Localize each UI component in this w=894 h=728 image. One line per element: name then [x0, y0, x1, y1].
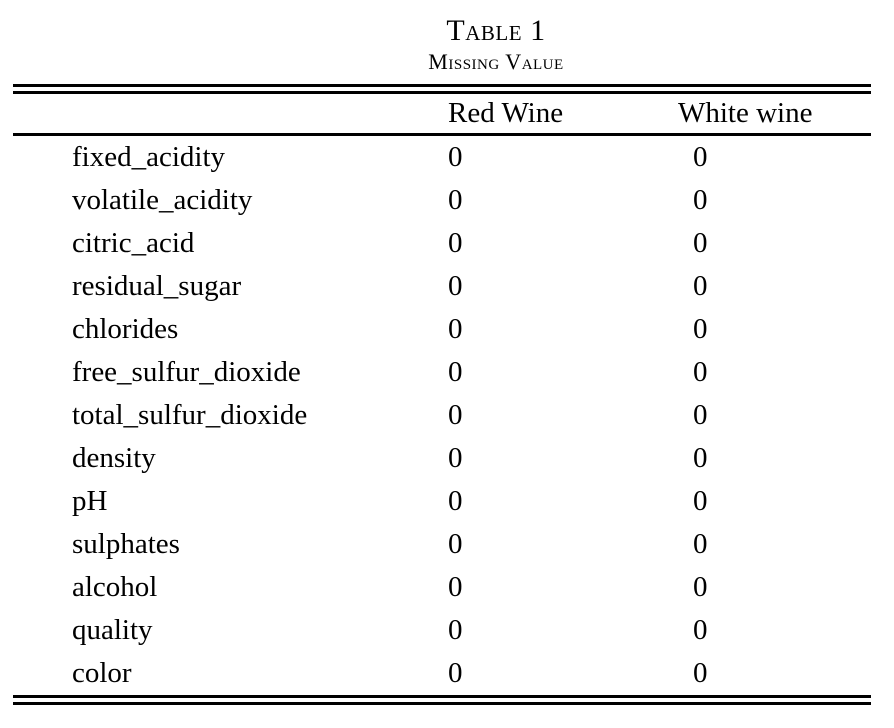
- table-row: color 0 0: [13, 652, 871, 695]
- red-wine-value-cell: 0: [448, 442, 463, 474]
- table-caption-number: Table 1: [446, 14, 546, 47]
- table-caption-title: Missing Value: [428, 49, 564, 74]
- red-wine-value-cell: 0: [448, 657, 463, 689]
- red-wine-value-cell: 0: [448, 313, 463, 345]
- table-row: sulphates 0 0: [13, 523, 871, 566]
- red-wine-value-cell: 0: [448, 614, 463, 646]
- feature-cell: alcohol: [72, 571, 158, 603]
- feature-cell: chlorides: [72, 313, 179, 345]
- red-wine-value-cell: 0: [448, 399, 463, 431]
- feature-cell: total_sulfur_dioxide: [72, 399, 308, 431]
- white-wine-value-cell: 0: [693, 227, 708, 259]
- red-wine-value-cell: 0: [448, 227, 463, 259]
- table-body: fixed_acidity 0 0 volatile_acidity 0 0 citric_…: [13, 135, 871, 696]
- table-row: alcohol 0 0: [13, 566, 871, 609]
- white-wine-value-cell: 0: [693, 184, 708, 216]
- white-wine-value-cell: 0: [693, 657, 708, 689]
- feature-cell: pH: [72, 485, 108, 517]
- feature-cell: free_sulfur_dioxide: [72, 356, 301, 388]
- table-caption: Table 1 Missing Value: [67, 15, 894, 75]
- red-wine-value-cell: 0: [448, 356, 463, 388]
- feature-cell: volatile_acidity: [72, 184, 253, 216]
- white-wine-value-cell: 0: [693, 571, 708, 603]
- feature-cell: density: [72, 442, 156, 474]
- table-row: density 0 0: [13, 437, 871, 480]
- feature-cell: citric_acid: [72, 227, 195, 259]
- red-wine-value-cell: 0: [448, 571, 463, 603]
- white-wine-value-cell: 0: [693, 141, 708, 173]
- bottom-double-rule: [13, 695, 871, 705]
- table-row: free_sulfur_dioxide 0 0: [13, 351, 871, 394]
- feature-cell: residual_sugar: [72, 270, 242, 302]
- white-wine-value-cell: 0: [693, 485, 708, 517]
- red-wine-value-cell: 0: [448, 485, 463, 517]
- table-row: citric_acid 0 0: [13, 222, 871, 265]
- table-row: quality 0 0: [13, 609, 871, 652]
- white-wine-value-cell: 0: [693, 528, 708, 560]
- table-row: total_sulfur_dioxide 0 0: [13, 394, 871, 437]
- white-wine-value-cell: 0: [693, 356, 708, 388]
- white-wine-value-cell: 0: [693, 399, 708, 431]
- white-wine-value-cell: 0: [693, 313, 708, 345]
- column-header-red-wine: Red Wine: [448, 94, 678, 136]
- table-row: volatile_acidity 0 0: [13, 179, 871, 222]
- red-wine-value-cell: 0: [448, 528, 463, 560]
- red-wine-value-cell: 0: [448, 141, 463, 173]
- white-wine-value-cell: 0: [693, 442, 708, 474]
- table-header-row: Red Wine White wine: [13, 94, 871, 136]
- feature-cell: sulphates: [72, 528, 180, 560]
- table-row: chlorides 0 0: [13, 308, 871, 351]
- red-wine-value-cell: 0: [448, 270, 463, 302]
- feature-cell: color: [72, 657, 132, 689]
- top-double-rule: [13, 84, 871, 94]
- table-row: pH 0 0: [13, 480, 871, 523]
- feature-cell: fixed_acidity: [72, 141, 226, 173]
- table-row: fixed_acidity 0 0: [13, 135, 871, 180]
- feature-cell: quality: [72, 614, 153, 646]
- column-header-feature: [13, 94, 448, 136]
- missing-value-table: Red Wine White wine fixed_acidity 0 0 volat…: [13, 94, 871, 695]
- red-wine-value-cell: 0: [448, 184, 463, 216]
- column-header-white-wine: White wine: [678, 94, 871, 136]
- white-wine-value-cell: 0: [693, 270, 708, 302]
- table-row: residual_sugar 0 0: [13, 265, 871, 308]
- white-wine-value-cell: 0: [693, 614, 708, 646]
